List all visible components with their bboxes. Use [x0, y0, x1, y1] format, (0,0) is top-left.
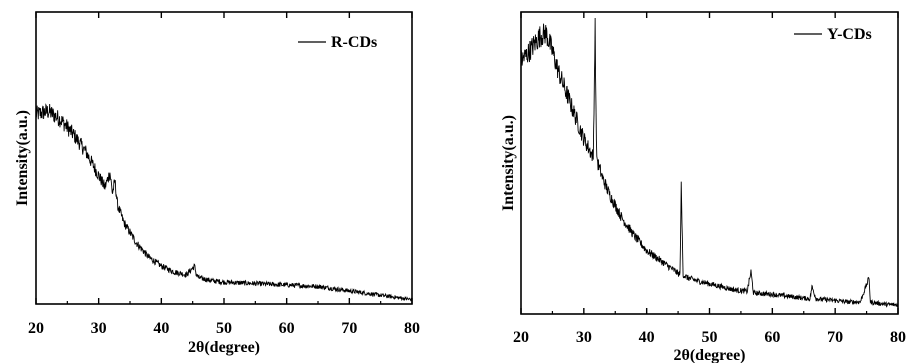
x-tick-label: 20: [513, 329, 529, 346]
legend: Y-CDs: [794, 26, 872, 43]
x-tick-label: 30: [91, 320, 107, 337]
chart-panel-1: 20 30 40 50 60 70 80 2θ(degree) Intensity(a.u.) R…: [14, 11, 420, 356]
chart-panel-2: 20 30 40 50 60 70 80 2θ(degree) Intensity(a.u.) Y…: [500, 11, 906, 363]
legend: R-CDs: [298, 34, 377, 51]
x-tick-label: 60: [279, 320, 295, 337]
legend-label: Y-CDs: [827, 26, 872, 43]
x-tick-label: 30: [576, 329, 592, 346]
x-tick-label: 80: [404, 320, 420, 337]
x-tick-label: 60: [764, 329, 780, 346]
x-axis-title: 2θ(degree): [188, 339, 260, 356]
x-tick-label: 80: [890, 329, 906, 346]
x-tick-label: 70: [827, 329, 843, 346]
plot-frame: [520, 11, 899, 315]
legend-label: R-CDs: [331, 34, 377, 51]
x-tick-label: 70: [341, 320, 357, 337]
x-tick-label: 40: [153, 320, 169, 337]
y-axis-title: Intensity(a.u.): [14, 110, 31, 206]
series-line-R-CDs: [35, 103, 413, 302]
x-axis-title: 2θ(degree): [673, 347, 745, 363]
plot-frame: [35, 11, 413, 305]
x-tick-label: 50: [702, 329, 718, 346]
x-tick-label: 20: [28, 320, 44, 337]
x-tick-label: 40: [639, 329, 655, 346]
y-axis-title: Intensity(a.u.): [500, 115, 517, 211]
x-tick-label: 50: [216, 320, 232, 337]
series-line-Y-CDs: [520, 18, 899, 308]
